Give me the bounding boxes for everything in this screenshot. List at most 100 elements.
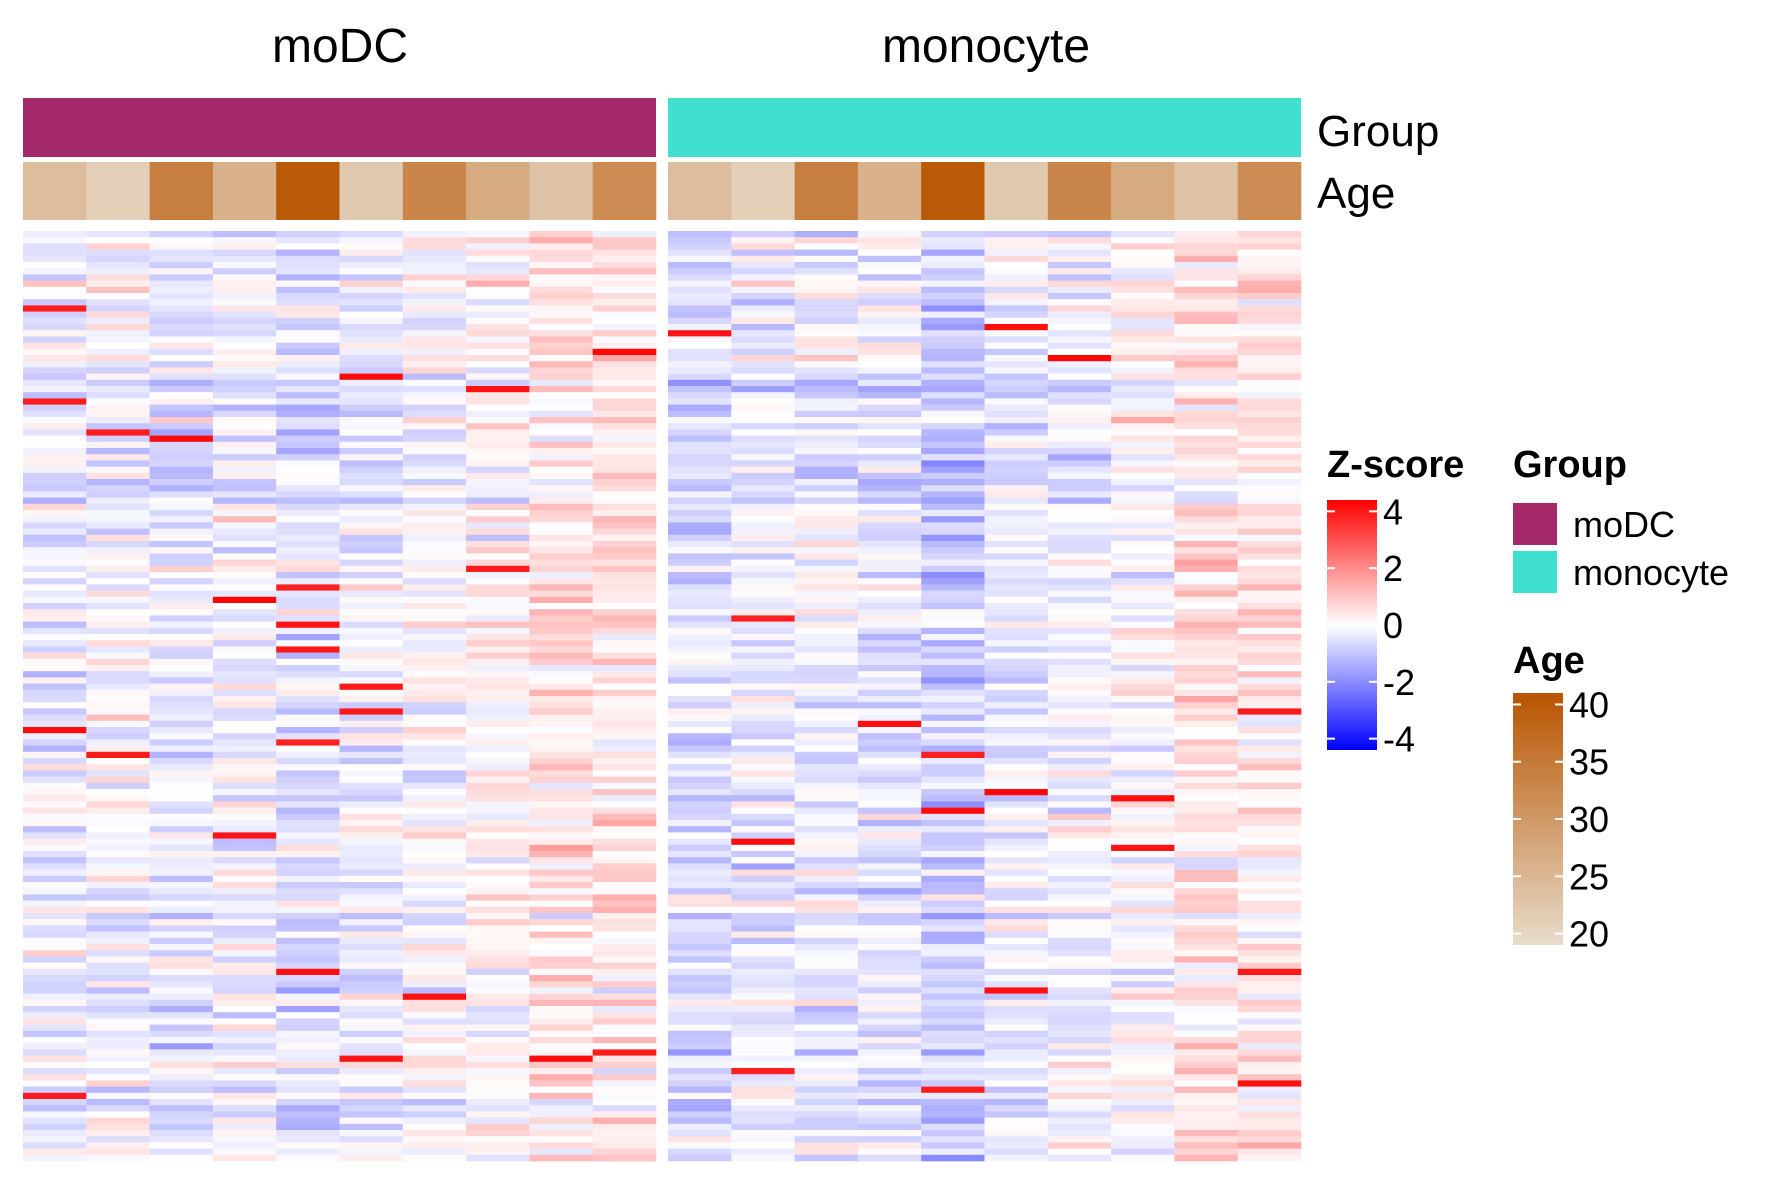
heatmap-cell (857, 813, 922, 821)
heatmap-cell (149, 751, 214, 759)
heatmap-cell (1237, 869, 1302, 877)
heatmap-cell (23, 956, 87, 963)
heatmap-cell (921, 547, 985, 554)
heatmap-cell (1237, 1030, 1302, 1038)
heatmap-cell (402, 336, 467, 343)
heatmap-cell (984, 689, 1049, 697)
heatmap-cell (592, 1018, 657, 1025)
heatmap-cell (466, 882, 530, 889)
heatmap-cell (794, 410, 859, 418)
heatmap-cell (466, 497, 530, 505)
heatmap-cell (86, 454, 150, 461)
heatmap-cell (149, 249, 214, 257)
heatmap-cell (402, 274, 467, 281)
heatmap-cell (668, 429, 732, 436)
heatmap-cell (149, 317, 214, 325)
heatmap-cell (402, 869, 467, 877)
heatmap-cell (794, 1043, 859, 1050)
heatmap-cell (921, 324, 985, 331)
heatmap-cell (276, 553, 340, 560)
heatmap-cell (86, 1018, 150, 1025)
heatmap-cell (1237, 820, 1302, 827)
heatmap-cell (1174, 237, 1238, 244)
heatmap-cell (1047, 336, 1112, 343)
heatmap-cell (86, 906, 150, 914)
heatmap-cell (921, 826, 985, 833)
heatmap-cell (794, 646, 859, 653)
heatmap-cell (466, 541, 530, 548)
heatmap-cell (529, 578, 593, 585)
heatmap-cell (984, 764, 1049, 771)
heatmap-cell (529, 410, 593, 418)
heatmap-cell (23, 888, 87, 895)
heatmap-cell (402, 293, 467, 300)
heatmap-cell (668, 472, 732, 480)
heatmap-cell (23, 615, 87, 622)
heatmap-cell (1047, 1012, 1112, 1019)
heatmap-cell (402, 627, 467, 635)
heatmap-cell (1174, 1154, 1238, 1162)
heatmap-cell (668, 1086, 732, 1094)
heatmap-cell (339, 900, 404, 908)
heatmap-cell (668, 993, 732, 1001)
heatmap-cell (212, 398, 277, 405)
heatmap-cell (668, 367, 732, 374)
heatmap-cell (731, 937, 795, 945)
heatmap-cell (984, 882, 1049, 889)
heatmap-cell (1237, 1012, 1302, 1019)
heatmap-cell (23, 968, 87, 976)
heatmap-cell (984, 950, 1049, 957)
heatmap-cell (921, 448, 985, 455)
heatmap-cell (1174, 956, 1238, 963)
heatmap-cell (668, 733, 732, 740)
heatmap-cell (921, 696, 985, 703)
heatmap-cell (731, 1123, 795, 1131)
heatmap-cell (529, 900, 593, 908)
heatmap-cell (592, 367, 657, 374)
heatmap-cell (339, 435, 404, 443)
heatmap-cell (276, 1037, 340, 1044)
heatmap-cell (212, 789, 277, 796)
heatmap-cell (731, 417, 795, 424)
group-bar-monocyte (668, 98, 1301, 157)
heatmap-cell (23, 516, 87, 523)
heatmap-cell (149, 770, 214, 777)
heatmap-cell (857, 1043, 922, 1050)
heatmap-cell (592, 758, 657, 765)
heatmap-cell (1237, 472, 1302, 480)
heatmap-cell (1174, 844, 1238, 852)
heatmap-cell (23, 696, 87, 703)
heatmap-cell (984, 1030, 1049, 1038)
heatmap-cell (1237, 944, 1302, 951)
heatmap-cell (921, 423, 985, 430)
heatmap-cell (529, 838, 593, 846)
heatmap-cell (23, 367, 87, 374)
heatmap-cell (212, 851, 277, 858)
heatmap-cell (86, 1142, 150, 1149)
heatmap-cell (984, 231, 1049, 238)
heatmap-cell (1237, 355, 1302, 362)
heatmap-cell (466, 503, 530, 511)
heatmap-cell (402, 268, 467, 275)
heatmap-cell (921, 764, 985, 771)
heatmap-cell (402, 491, 467, 498)
heatmap-cell (592, 795, 657, 802)
heatmap-cell (592, 894, 657, 901)
heatmap-cell (794, 1061, 859, 1069)
heatmap-cell (1111, 968, 1175, 976)
heatmap-cell (984, 714, 1049, 722)
heatmap-cell (402, 733, 467, 740)
heatmap-cell (984, 727, 1049, 734)
heatmap-cell (984, 565, 1049, 573)
heatmap-cell (1111, 1049, 1175, 1056)
heatmap-cell (23, 795, 87, 802)
heatmap-cell (1047, 1043, 1112, 1050)
heatmap-cell (466, 404, 530, 412)
heatmap-cell (1237, 1142, 1302, 1149)
heatmap-cell (668, 844, 732, 852)
heatmap-cell (1047, 838, 1112, 846)
heatmap-cell (1047, 590, 1112, 598)
heatmap-cell (276, 578, 340, 585)
heatmap-cell (529, 1136, 593, 1143)
heatmap-cell (402, 665, 467, 672)
